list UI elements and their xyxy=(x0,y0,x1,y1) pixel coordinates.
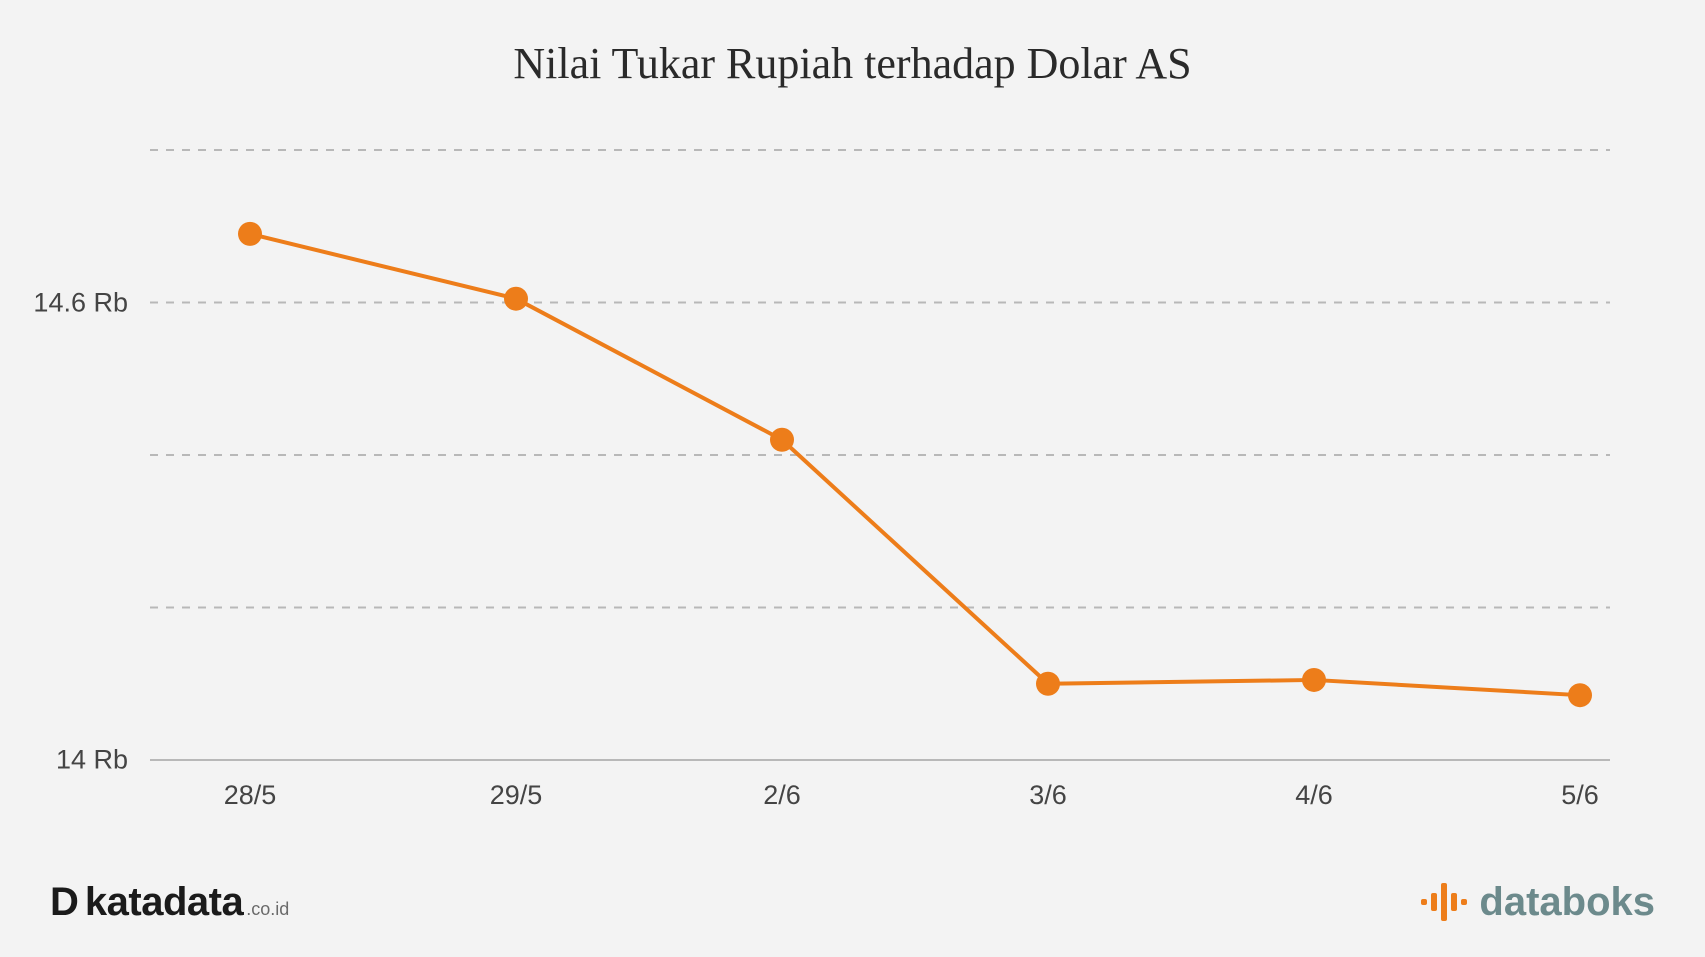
x-axis-label: 29/5 xyxy=(490,780,543,811)
x-axis-label: 5/6 xyxy=(1561,780,1599,811)
katadata-logo-text: katadata xyxy=(85,880,243,925)
databoks-logo-icon xyxy=(1421,879,1467,925)
chart-container: Nilai Tukar Rupiah terhadap Dolar AS 14 … xyxy=(0,0,1705,957)
x-axis-label: 2/6 xyxy=(763,780,801,811)
x-axis-label: 4/6 xyxy=(1295,780,1333,811)
databoks-logo: databoks xyxy=(1421,879,1655,925)
x-axis-label: 3/6 xyxy=(1029,780,1067,811)
katadata-logo-icon: D xyxy=(50,880,79,925)
y-axis-label: 14.6 Rb xyxy=(33,287,128,318)
katadata-logo: D katadata .co.id xyxy=(50,880,289,925)
katadata-logo-suffix: .co.id xyxy=(246,899,289,920)
x-axis-label: 28/5 xyxy=(224,780,277,811)
y-axis-label: 14 Rb xyxy=(56,745,128,776)
chart-svg xyxy=(150,150,1610,760)
chart-title: Nilai Tukar Rupiah terhadap Dolar AS xyxy=(0,38,1705,89)
databoks-logo-text: databoks xyxy=(1479,880,1655,925)
chart-plot-area: 14 Rb14.6 Rb28/529/52/63/64/65/6 xyxy=(150,150,1610,760)
